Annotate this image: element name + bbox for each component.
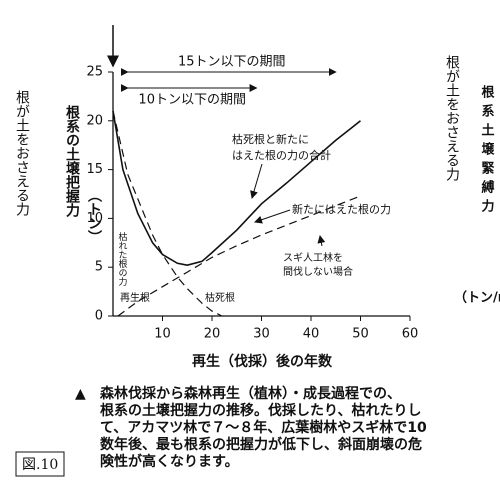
x-tick-label: 40: [303, 327, 320, 342]
side-label: 根系土壌緊縛力: [479, 84, 496, 218]
y-label: 根系の土壌把握力: [64, 104, 80, 218]
hand-note: 根が土をおさえる力: [444, 55, 460, 182]
figure-label: 図.10: [22, 457, 58, 473]
y-tick-label: 20: [86, 113, 103, 128]
hand-note: 根が土をおさえる力: [14, 90, 30, 217]
y-tick-label: 15: [86, 162, 103, 177]
x-tick-label: 20: [204, 327, 221, 342]
pointer: [250, 163, 263, 199]
side-unit: （トン/m: [454, 290, 500, 306]
series-line: [112, 110, 361, 267]
x-tick-label: 50: [352, 327, 369, 342]
series-line: [117, 195, 361, 317]
period-label: 15トン以下の期間: [178, 55, 286, 70]
annotation: はえた根の力の合計: [232, 148, 331, 162]
annotation: 新たにはえた根の力: [292, 202, 391, 216]
caption-marker: ▲: [75, 386, 86, 402]
x-tick-label: 30: [253, 327, 270, 342]
annotation: 枯死根: [205, 291, 235, 304]
x-tick-label: 60: [402, 327, 419, 342]
caption-line: て、アカマツ林で７～８年、広葉樹林やスギ林で10: [100, 419, 427, 436]
x-label: 再生（伐採）後の年数: [192, 353, 333, 370]
caption-line: 数年後、最も根系の把握力が低下し、斜面崩壊の危: [100, 436, 422, 453]
annotation: 再生根: [120, 291, 150, 304]
x-tick-label: 10: [154, 327, 171, 342]
y-tick-label: 0: [95, 309, 103, 324]
caption-line: 険性が高くなります。: [100, 453, 239, 470]
annotation: スギ人工林を: [283, 251, 343, 264]
y-label: （トン）: [86, 188, 103, 244]
y-tick-label: 25: [86, 65, 103, 80]
annotation: 枯死根と新たに: [232, 132, 309, 146]
series-line: [112, 110, 223, 317]
y-tick-label: 5: [95, 260, 103, 275]
y-tick-label: 10: [86, 211, 103, 226]
caption-line: 根系の土壌把握力の推移。伐採したり、枯れたりし: [100, 402, 421, 419]
pointer: [254, 209, 291, 224]
caption-line: 森林伐採から森林再生（植林）・成長過程での、: [100, 385, 401, 402]
annotation: 間伐しない場合: [283, 265, 353, 278]
annotation: 枯れた根の力: [117, 231, 128, 287]
pointer: [317, 235, 326, 247]
figure-box: [15, 451, 65, 477]
period-label: 10トン以下の期間: [138, 93, 246, 108]
